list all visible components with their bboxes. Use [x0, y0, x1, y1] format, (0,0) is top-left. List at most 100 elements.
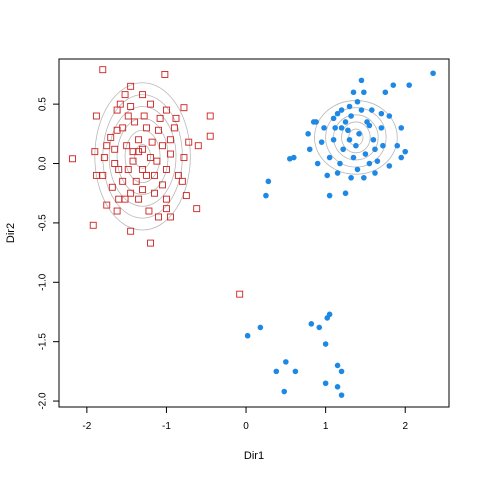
blue-circle-point	[378, 110, 385, 117]
red-square-point	[193, 205, 201, 213]
red-square-point	[170, 124, 178, 132]
red-square-point	[178, 177, 186, 185]
x-tick-label: -1	[162, 421, 171, 432]
red-square-point	[143, 124, 151, 132]
blue-circle-point	[342, 119, 349, 125]
blue-circle-point	[350, 154, 357, 161]
blue-circle-point	[398, 125, 405, 131]
blue-circle-point	[353, 142, 359, 149]
blue-circle-point	[324, 172, 331, 179]
blue-circle-point	[330, 115, 337, 122]
blue-circle-point	[372, 170, 378, 176]
y-axis-label: Dir2	[5, 223, 17, 243]
blue-circle-point	[332, 125, 338, 131]
blue-circle-point	[366, 160, 373, 167]
red-square-point	[131, 118, 139, 126]
red-square-point	[92, 171, 100, 179]
blue-circle-point	[358, 77, 365, 84]
x-axis: -2 -1 0 1 2	[82, 406, 408, 432]
red-square-point	[148, 138, 156, 146]
blue-circle-point	[326, 192, 333, 199]
blue-circle-point	[281, 388, 288, 395]
contour-ring-0-2	[116, 117, 169, 195]
blue-circle-point	[263, 192, 269, 199]
contour-ring-0-1	[124, 129, 161, 183]
blue-circle-point	[406, 82, 413, 88]
red-square-point	[124, 166, 132, 173]
blue-circle-point	[364, 119, 370, 125]
red-square-point	[121, 91, 129, 99]
blue-circle-point	[372, 146, 378, 153]
blue-circle-point	[265, 178, 272, 185]
y-axis: -2.0 -1.5 -1.0 -0.5 0.0 0.5	[38, 97, 60, 410]
red-square-point	[107, 133, 115, 141]
blue-circle-point	[287, 155, 293, 162]
red-square-point	[147, 154, 154, 162]
y-tick-label: -2.0	[38, 392, 49, 410]
blue-circle-point	[322, 380, 329, 387]
red-square-point	[111, 160, 119, 167]
blue-circle-point	[308, 321, 315, 327]
red-square-point	[103, 201, 111, 209]
red-square-point	[155, 126, 162, 134]
red-square-point	[185, 138, 193, 146]
red-square-point	[206, 132, 214, 140]
blue-circle-point	[390, 82, 397, 88]
red-square-point	[100, 154, 108, 162]
red-square-point	[139, 186, 147, 194]
blue-circle-point	[257, 324, 264, 331]
blue-circle-point	[368, 107, 375, 113]
blue-circle-point	[378, 125, 385, 131]
red-square-point	[129, 157, 137, 165]
contour-ring-0-3	[108, 106, 177, 207]
blue-circle-point	[283, 359, 289, 365]
x-tick-label: 0	[243, 421, 249, 432]
red-square-point	[174, 171, 182, 179]
red-square-point	[151, 189, 158, 197]
blue-circle-point	[321, 125, 327, 131]
blue-circle-point	[350, 89, 357, 96]
blue-circle-point	[338, 368, 345, 375]
red-square-point	[139, 91, 147, 99]
contour-ring-0-0	[134, 144, 151, 169]
blue-circle-point	[370, 136, 377, 143]
blue-circle-point	[306, 146, 313, 153]
red-square-point	[121, 195, 129, 203]
red-square-point	[143, 171, 151, 179]
red-square-point	[162, 195, 170, 203]
blue-circle-point	[310, 119, 317, 125]
y-tick-label: -1.5	[38, 333, 49, 351]
blue-circle-point	[338, 392, 345, 398]
red-square-point	[123, 142, 131, 150]
red-square-point	[99, 66, 107, 74]
blue-circle-point	[244, 332, 251, 339]
red-square-point	[127, 227, 135, 235]
density-contours	[94, 82, 398, 231]
red-square-point	[127, 103, 135, 110]
blue-circle-point	[380, 142, 386, 149]
red-square-point	[135, 136, 143, 144]
blue-circle-point	[316, 324, 323, 331]
blue-circle-point	[361, 89, 367, 96]
blue-circle-point	[342, 190, 349, 197]
blue-circle-point	[340, 146, 346, 153]
red-square-point	[103, 142, 111, 150]
red-square-point	[180, 154, 188, 162]
red-square-point	[139, 166, 147, 173]
blue-circle-point	[402, 148, 409, 155]
red-square-point	[156, 114, 164, 122]
red-square-point	[91, 148, 99, 156]
blue-circle-point	[346, 103, 353, 110]
blue-circle-point	[386, 163, 393, 169]
contour-ring-0-4	[102, 94, 183, 219]
blue-circle-point	[334, 384, 341, 390]
x-tick-label: -2	[82, 421, 91, 432]
y-tick-label: -1.0	[38, 273, 49, 291]
red-square-point	[113, 207, 121, 215]
red-square-point	[147, 100, 154, 108]
x-tick-label: 1	[323, 421, 329, 432]
red-square-point	[166, 150, 174, 158]
blue-circle-point	[314, 160, 321, 167]
red-square-point	[113, 126, 121, 134]
red-square-point	[145, 207, 153, 215]
